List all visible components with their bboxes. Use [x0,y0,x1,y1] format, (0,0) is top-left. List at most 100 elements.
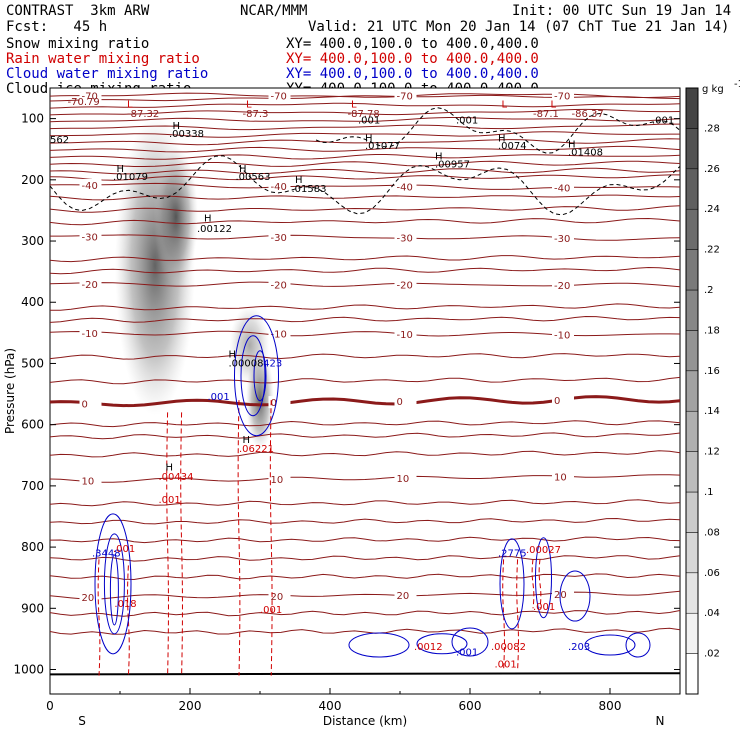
temperature-contour-label: 0 [397,397,403,408]
colorbar-cell [685,572,699,614]
temperature-contour--20 [49,281,681,288]
snow-shading [229,305,270,386]
cloud-ice-contour [49,155,681,216]
colorbar-cell [685,249,699,291]
temperature-contour-0 [49,395,681,408]
contour-value-label: .001 [208,392,230,403]
contour-value-label: .423 [260,359,282,370]
temperature-contour [49,255,681,263]
cloud-water-contour [103,533,125,635]
y-tick-label: 600 [21,418,44,432]
contour-value-label: .018 [114,599,136,610]
colorbar-tick-label: .08 [704,527,720,538]
maximum-marker: H [365,133,373,144]
temperature-contour [49,536,681,544]
x-tick-label: 800 [599,699,622,713]
maximum-marker: H [435,152,443,163]
temperature-contour [49,353,681,360]
colorbar-cell [685,612,699,654]
temperature-contour [49,102,681,109]
rain-water-contour [166,412,169,676]
temperature-contour [49,108,681,116]
colorbar-cell [685,330,699,372]
temperature-contour-label: 10 [271,475,284,486]
temperature-contour [49,174,680,181]
temperature-contour-label: 10 [397,474,410,485]
x-axis-label: Distance (km) [323,714,407,728]
x-tick-label: 600 [459,699,482,713]
temperature-contour--70 [49,92,681,98]
temperature-contour-label: -20 [271,280,287,291]
temperature-contour-label: -20 [397,281,413,292]
y-tick-label: 800 [21,540,44,554]
temperature-contour-label: 0 [271,398,277,409]
contour-value-label: .06221 [239,444,274,455]
contour-value-label: .001 [533,602,555,613]
temperature-contour-label: 10 [82,477,95,488]
colorbar-tick-label: .2 [704,285,714,296]
contour-value-label: .3448 [92,548,121,559]
temperature-contour-label: -70 [554,91,570,102]
temperature-contour-10 [49,474,681,483]
cloud-water-contour [109,554,119,626]
temperature-contour [49,154,681,160]
cloud-water-contour [584,634,636,656]
temperature-contour-label: -30 [554,234,570,245]
temperature-contour-label: -30 [397,233,413,244]
contour-value-label: .00008 [229,359,264,370]
temperature-contour-label: -70 [82,91,98,102]
cloud-water-contour [451,627,489,657]
snow-shading [154,146,198,287]
minimum-marker: L [127,100,133,111]
temperature-contour [49,194,681,201]
temperature-contour--30 [50,234,681,241]
colorbar-cell [685,128,699,170]
temperature-contour [49,450,681,458]
temperature-contour-label: 20 [82,593,95,604]
temperature-contour--40 [49,182,681,190]
valid-time: Valid: 21 UTC Mon 20 Jan 14 (07 ChT Tue … [308,19,730,35]
rain-water-contour [538,559,542,609]
contour-value-label: .01079 [113,172,148,183]
colorbar-cell [685,653,699,695]
temperature-contour [49,131,680,138]
colorbar-tick-label: .12 [704,447,720,458]
y-tick-label: 1000 [13,663,44,677]
colorbar-frame [685,87,699,695]
rain-water-contour [237,400,241,676]
contour-value-label: .01077 [365,141,400,152]
colorbar-cell [685,532,699,574]
colorbar-cell [685,87,699,129]
minimum-marker: L [551,100,557,111]
cloud-water-contour [416,633,468,655]
temperature-contour--10 [49,330,681,337]
contour-value-label: .203 [568,642,590,653]
x-tick-label: 0 [46,699,54,713]
contour-value-label: .01583 [292,184,327,195]
contour-value-label: -70.79 [68,97,100,108]
colorbar-cell [685,289,699,331]
contour-value-label: .001 [113,544,135,555]
temperature-contour [49,138,681,146]
maximum-marker: H [568,139,576,150]
colorbar-cell [685,168,699,210]
maximum-marker: H [498,133,506,144]
temperature-contour [49,517,681,525]
contour-value-label: 562 [50,135,69,146]
maximum-marker: H [243,435,251,446]
y-tick-label: 500 [21,356,44,370]
colorbar-tick-label: .18 [704,325,720,336]
contour-value-label: .00563 [236,172,271,183]
temperature-contour-label: 10 [554,473,567,484]
temperature-contour-label: -10 [554,330,570,341]
temperature-contour-label: -20 [82,280,98,291]
field-xy-snow: XY= 400.0,100.0 to 400.0,400.0 [286,36,539,52]
field-name-cloudwater: Cloud water mixing ratio [6,66,209,82]
rain-water-contour [97,559,101,676]
forecast-hour: Fcst: 45 h [6,19,108,35]
maximum-marker: H [239,164,247,175]
contour-value-label: .01408 [568,147,603,158]
y-tick-label: 100 [21,112,44,126]
y-tick-label: 200 [21,173,44,187]
temperature-contour-label: 0 [554,396,560,407]
